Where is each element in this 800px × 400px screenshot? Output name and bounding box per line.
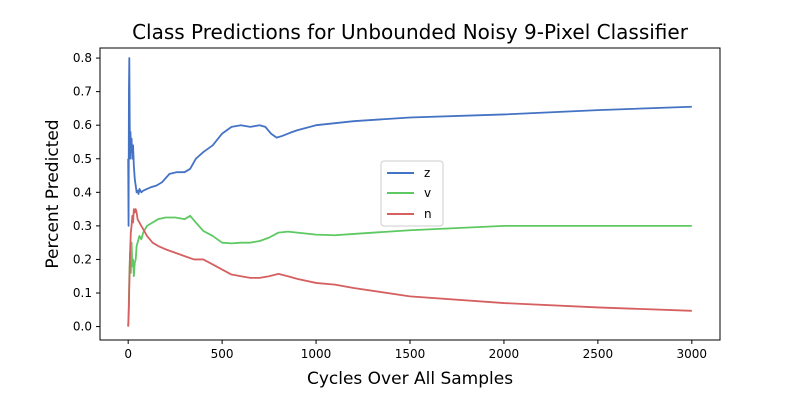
legend: z v n [380,160,444,227]
series-line-n [127,208,692,327]
y-tick-label: 0.8 [73,51,92,65]
x-tick-label: 2000 [489,347,520,361]
series-line-z [127,57,692,227]
y-tick-label: 0.0 [73,320,92,334]
x-tick-label: 2500 [583,347,614,361]
y-tick-label: 0.3 [73,219,92,233]
y-tick-label: 0.7 [73,85,92,99]
legend-label-n: n [424,207,432,221]
x-tick-label: 1500 [395,347,426,361]
x-tick-label: 1000 [301,347,332,361]
y-tick-label: 0.4 [73,185,92,199]
legend-label-z: z [424,166,430,180]
y-tick-label: 0.6 [73,118,92,132]
y-tick-label: 0.2 [73,252,92,266]
plot-frame [99,47,721,341]
y-axis-label: Percent Predicted [43,119,63,268]
legend-label-v: v [424,186,431,200]
series-line-v [127,214,692,327]
x-tick-label: 0 [124,347,132,361]
x-axis-label: Cycles Over All Samples [307,369,513,389]
axis-ticks: 0 500 1000 1500 2000 2500 3000 0.0 0.1 0.2 0.3 0.4 0… [73,51,707,361]
chart-title: Class Predictions for Unbounded Noisy 9-… [132,20,689,44]
series-lines [127,57,692,327]
y-tick-label: 0.5 [73,152,92,166]
y-tick-label: 0.1 [73,286,92,300]
x-tick-label: 3000 [677,347,708,361]
x-tick-label: 500 [211,347,234,361]
